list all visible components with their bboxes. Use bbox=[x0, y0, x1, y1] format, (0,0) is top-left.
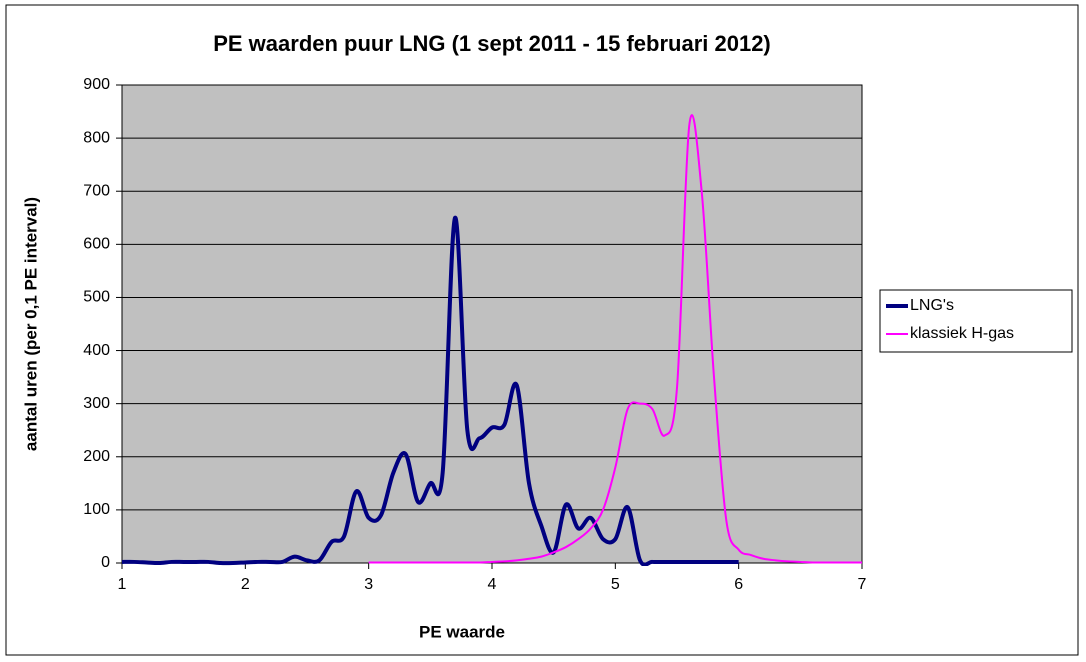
x-tick-label: 1 bbox=[118, 576, 127, 593]
x-axis-label: PE waarde bbox=[419, 622, 505, 641]
x-tick-label: 3 bbox=[364, 576, 373, 593]
legend-box bbox=[879, 289, 1073, 353]
x-tick-label: 7 bbox=[858, 576, 867, 593]
x-tick-label: 6 bbox=[734, 576, 743, 593]
chart-title: PE waarden puur LNG (1 sept 2011 - 15 fe… bbox=[213, 31, 771, 56]
series-line bbox=[122, 215, 739, 566]
x-tick-label: 2 bbox=[241, 576, 250, 593]
y-tick-label: 300 bbox=[83, 395, 110, 412]
y-tick-label: 900 bbox=[83, 76, 110, 93]
y-tick-label: 600 bbox=[83, 236, 110, 253]
y-tick-label: 400 bbox=[83, 342, 110, 359]
x-tick-label: 4 bbox=[488, 576, 497, 593]
legend-label: klassiek H-gas bbox=[910, 325, 1014, 342]
plot-area bbox=[122, 85, 862, 563]
series-line bbox=[368, 114, 862, 564]
y-tick-label: 500 bbox=[83, 289, 110, 306]
y-tick-label: 800 bbox=[83, 129, 110, 146]
y-tick-label: 100 bbox=[83, 501, 110, 518]
plot-border bbox=[121, 84, 863, 564]
y-axis-label: aantal uren (per 0,1 PE interval) bbox=[21, 197, 40, 451]
y-tick-label: 0 bbox=[101, 554, 110, 571]
legend-label: LNG's bbox=[910, 297, 954, 314]
y-tick-label: 700 bbox=[83, 182, 110, 199]
y-tick-label: 200 bbox=[83, 448, 110, 465]
x-tick-label: 5 bbox=[611, 576, 620, 593]
